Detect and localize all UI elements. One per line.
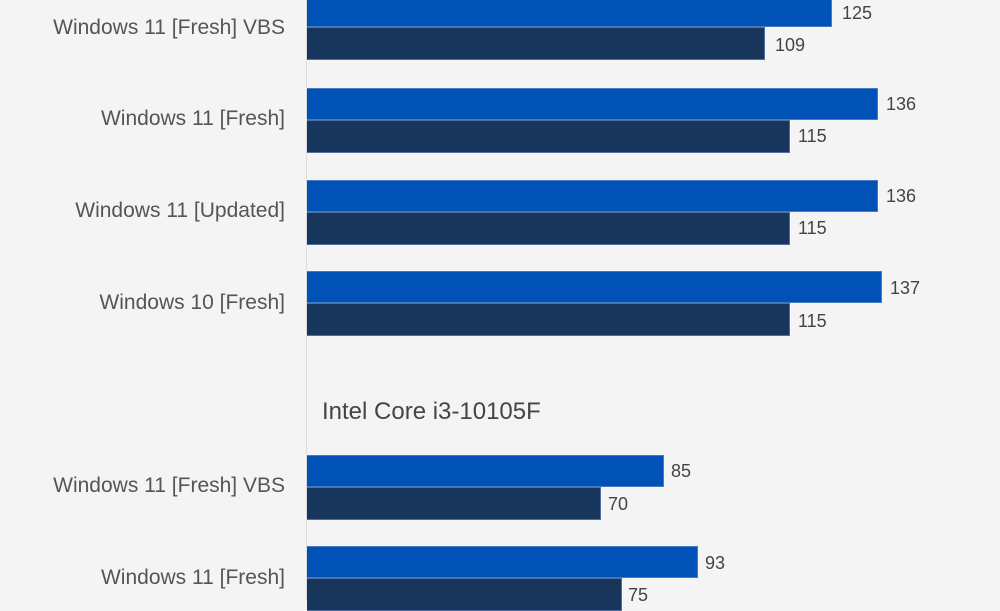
value-label: 136 bbox=[886, 186, 917, 206]
bar-series-2 bbox=[307, 487, 601, 520]
category-label: Windows 11 [Fresh] VBS bbox=[53, 16, 285, 39]
value-label: 136 bbox=[886, 94, 917, 114]
bar-series-2 bbox=[307, 120, 790, 153]
value-label: 115 bbox=[798, 311, 827, 331]
bar-series-2 bbox=[307, 303, 790, 336]
value-label: 137 bbox=[890, 278, 921, 298]
bar-series-1 bbox=[307, 88, 878, 120]
bar-series-1 bbox=[307, 0, 832, 27]
value-label: 85 bbox=[671, 461, 692, 481]
section-title: Intel Core i3-10105F bbox=[322, 398, 541, 425]
bar-series-1 bbox=[307, 455, 664, 487]
bar-series-1 bbox=[307, 271, 882, 303]
value-label: 109 bbox=[775, 35, 806, 55]
category-label: Windows 10 [Fresh] bbox=[99, 291, 285, 314]
value-label: 70 bbox=[608, 494, 629, 514]
bar-series-1 bbox=[307, 546, 698, 578]
category-label: Windows 11 [Fresh] bbox=[100, 107, 285, 130]
value-label: 93 bbox=[705, 553, 726, 573]
value-label: 125 bbox=[842, 3, 873, 23]
bar-series-2 bbox=[307, 27, 765, 60]
bar-series-1 bbox=[307, 180, 878, 212]
y-axis-line bbox=[306, 0, 307, 600]
bar-series-2 bbox=[307, 212, 790, 245]
value-label: 115 bbox=[798, 218, 827, 238]
value-label: 115 bbox=[798, 126, 827, 146]
category-label: Windows 11 [Fresh] bbox=[100, 566, 285, 589]
category-label: Windows 11 [Fresh] VBS bbox=[53, 474, 285, 497]
value-label: 75 bbox=[628, 585, 649, 605]
bar-series-2 bbox=[307, 578, 622, 611]
category-label: Windows 11 [Updated] bbox=[75, 199, 285, 222]
